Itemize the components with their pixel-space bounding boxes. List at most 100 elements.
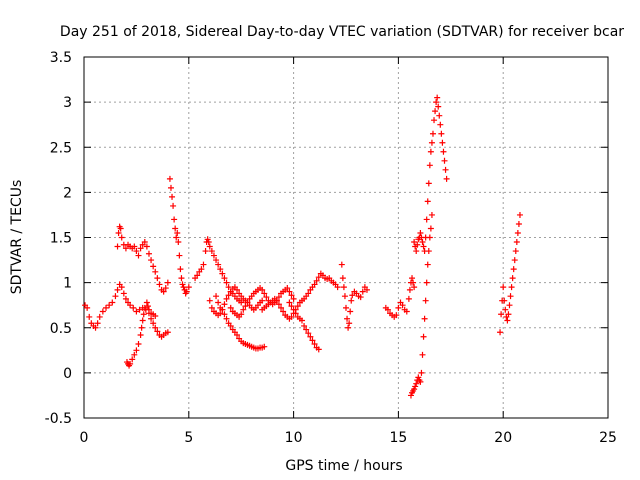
data-point xyxy=(419,239,426,246)
data-point xyxy=(109,299,116,306)
data-point xyxy=(205,239,212,246)
data-point xyxy=(204,236,211,243)
data-point xyxy=(213,293,220,300)
data-point xyxy=(410,279,417,286)
data-point xyxy=(175,239,182,246)
data-point xyxy=(442,166,449,173)
data-point xyxy=(413,380,420,387)
data-point xyxy=(286,288,293,295)
data-point xyxy=(510,266,517,273)
data-point xyxy=(221,311,228,318)
data-point xyxy=(213,257,220,264)
series-arc-10 xyxy=(286,299,322,353)
data-point xyxy=(440,148,447,155)
data-point xyxy=(217,310,224,317)
data-point xyxy=(500,284,507,291)
data-point xyxy=(114,243,121,250)
data-point xyxy=(348,297,355,304)
data-point xyxy=(399,302,406,309)
data-point xyxy=(439,139,446,146)
data-point xyxy=(514,229,521,236)
data-point xyxy=(129,356,136,363)
data-point xyxy=(177,266,184,273)
data-point xyxy=(238,299,245,306)
data-point xyxy=(497,329,504,336)
data-point xyxy=(221,301,228,308)
series-arc-15 xyxy=(497,211,523,336)
x-tick-label: 0 xyxy=(80,430,89,446)
data-point xyxy=(234,286,241,293)
data-point xyxy=(334,284,341,291)
data-point xyxy=(417,229,424,236)
data-point xyxy=(339,275,346,282)
data-point xyxy=(141,239,148,246)
data-point xyxy=(174,229,181,236)
data-point xyxy=(307,333,314,340)
x-axis-label: GPS time / hours xyxy=(285,458,402,474)
data-point xyxy=(434,94,441,101)
data-point xyxy=(418,369,425,376)
data-point xyxy=(288,313,295,320)
data-point xyxy=(219,306,226,313)
data-point xyxy=(428,139,435,146)
data-point xyxy=(292,310,299,317)
data-point xyxy=(420,333,427,340)
data-point xyxy=(194,272,201,279)
data-point xyxy=(162,285,169,292)
data-point xyxy=(505,311,512,318)
data-point xyxy=(311,340,318,347)
data-point xyxy=(131,351,138,358)
data-point xyxy=(275,294,282,301)
data-point xyxy=(156,281,163,288)
data-point xyxy=(263,294,270,301)
data-point xyxy=(206,243,213,250)
data-point xyxy=(140,311,147,318)
data-point xyxy=(498,311,505,318)
data-point xyxy=(502,306,509,313)
data-point xyxy=(359,288,366,295)
x-axis: 0 5 10 15 20 25 xyxy=(80,57,617,446)
data-point xyxy=(167,184,174,191)
data-point xyxy=(166,175,173,182)
data-point xyxy=(403,308,410,315)
data-point xyxy=(275,301,282,308)
data-point xyxy=(227,322,234,329)
data-point xyxy=(160,288,167,295)
data-point xyxy=(206,297,213,304)
data-point xyxy=(137,245,144,252)
data-point xyxy=(99,308,106,315)
data-point xyxy=(133,347,140,354)
data-point xyxy=(504,317,511,324)
data-point xyxy=(118,284,125,291)
data-point xyxy=(298,317,305,324)
data-point xyxy=(424,198,431,205)
data-point xyxy=(425,248,432,255)
data-point xyxy=(347,308,354,315)
data-point xyxy=(145,306,152,313)
data-point xyxy=(437,121,444,128)
x-tick-label: 20 xyxy=(494,430,512,446)
data-point xyxy=(424,261,431,268)
data-point xyxy=(415,374,422,381)
series-arc-3 xyxy=(123,299,159,369)
data-point xyxy=(288,303,295,310)
data-point xyxy=(311,281,318,288)
data-point xyxy=(261,290,268,297)
y-tick-label: 0.5 xyxy=(50,321,72,337)
data-point xyxy=(438,130,445,137)
data-point xyxy=(117,225,124,232)
data-point xyxy=(301,322,308,329)
data-point xyxy=(148,257,155,264)
data-point xyxy=(118,234,125,241)
data-point xyxy=(127,360,134,367)
data-point xyxy=(443,175,450,182)
data-point xyxy=(431,117,438,124)
data-point xyxy=(138,324,145,331)
data-point xyxy=(240,306,247,313)
data-point xyxy=(411,239,418,246)
data-point xyxy=(208,248,215,255)
data-point xyxy=(278,304,285,311)
data-point xyxy=(349,292,356,299)
y-tick-label: 3.5 xyxy=(50,50,72,66)
